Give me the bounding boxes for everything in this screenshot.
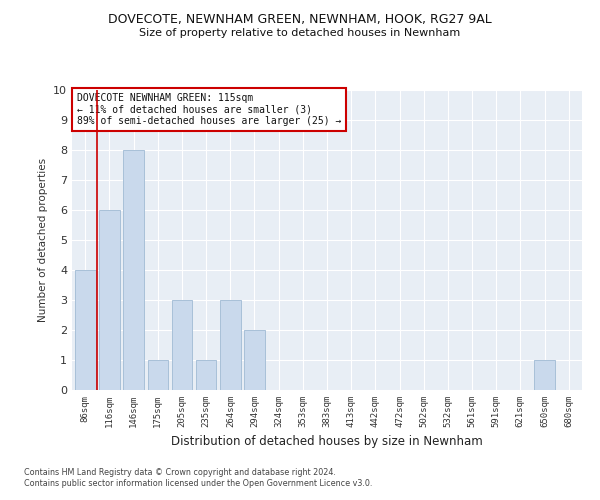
Bar <box>534 360 555 390</box>
Bar <box>196 360 217 390</box>
Bar <box>148 360 168 390</box>
Bar <box>124 150 144 390</box>
X-axis label: Distribution of detached houses by size in Newnham: Distribution of detached houses by size … <box>171 436 483 448</box>
Text: DOVECOTE NEWNHAM GREEN: 115sqm
← 11% of detached houses are smaller (3)
89% of s: DOVECOTE NEWNHAM GREEN: 115sqm ← 11% of … <box>77 93 341 126</box>
Bar <box>244 330 265 390</box>
Bar <box>172 300 192 390</box>
Bar <box>99 210 120 390</box>
Text: Size of property relative to detached houses in Newnham: Size of property relative to detached ho… <box>139 28 461 38</box>
Text: Contains HM Land Registry data © Crown copyright and database right 2024.
Contai: Contains HM Land Registry data © Crown c… <box>24 468 373 487</box>
Bar <box>75 270 95 390</box>
Text: DOVECOTE, NEWNHAM GREEN, NEWNHAM, HOOK, RG27 9AL: DOVECOTE, NEWNHAM GREEN, NEWNHAM, HOOK, … <box>108 12 492 26</box>
Y-axis label: Number of detached properties: Number of detached properties <box>38 158 47 322</box>
Bar <box>220 300 241 390</box>
